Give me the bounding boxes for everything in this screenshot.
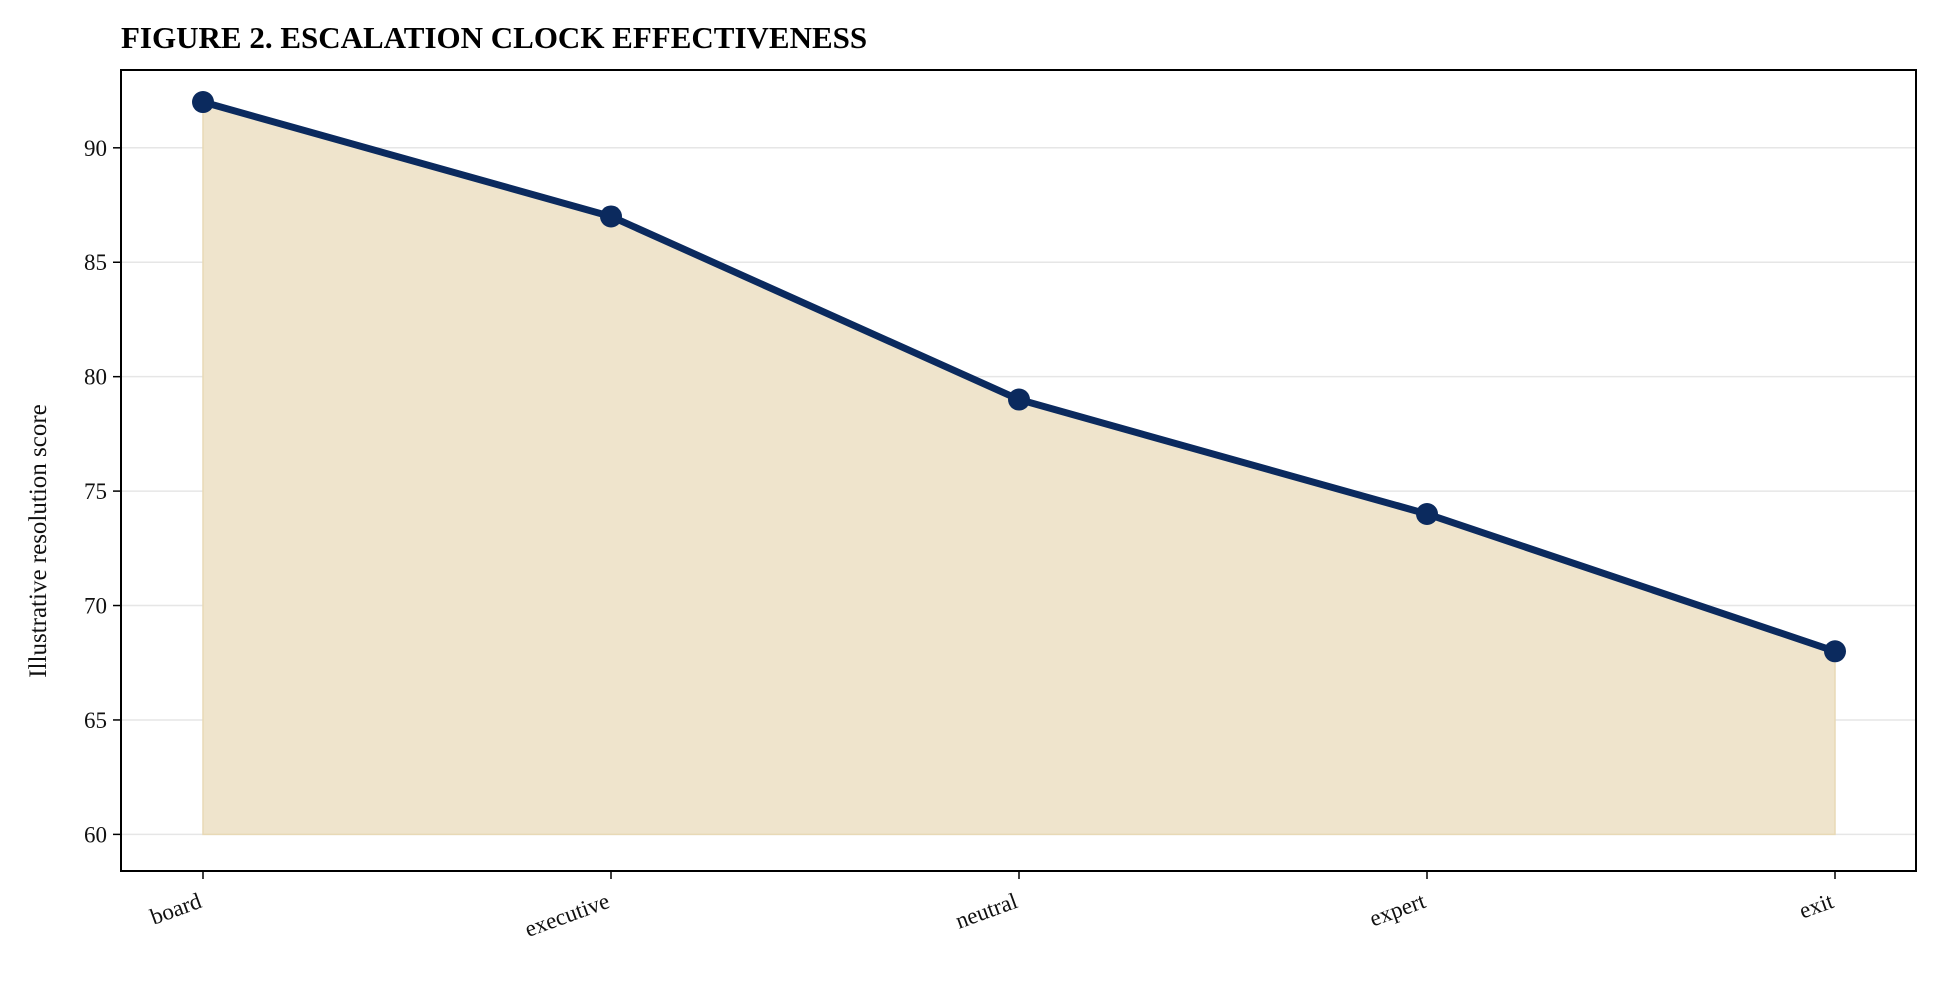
y-tick-label: 90	[84, 136, 107, 161]
data-point	[1824, 640, 1846, 663]
area-fill	[202, 101, 1836, 836]
y-tick-label: 60	[84, 822, 107, 847]
y-tick-label: 85	[84, 250, 107, 275]
x-axis-ticks: board executive neutral expert exit	[147, 871, 1837, 942]
y-tick-label: 70	[84, 594, 107, 619]
y-axis-label: Illustrative resolution score	[25, 404, 52, 678]
data-point	[1008, 388, 1030, 411]
x-tick-label: board	[147, 888, 205, 930]
y-tick-label: 65	[84, 708, 107, 733]
x-tick-label: exit	[1796, 888, 1838, 923]
x-tick-label: expert	[1366, 888, 1429, 931]
data-point	[192, 91, 214, 114]
y-tick-label: 75	[84, 479, 107, 504]
data-point	[1416, 502, 1438, 525]
y-tick-label: 80	[84, 365, 107, 390]
chart-title: FIGURE 2. ESCALATION CLOCK EFFECTIVENESS	[121, 20, 867, 55]
data-point	[600, 205, 622, 228]
y-axis-ticks: 60 65 70 75 80 85 90	[84, 136, 121, 847]
x-tick-label: neutral	[952, 888, 1021, 933]
x-tick-label: executive	[521, 888, 612, 942]
data-points	[192, 91, 1846, 663]
